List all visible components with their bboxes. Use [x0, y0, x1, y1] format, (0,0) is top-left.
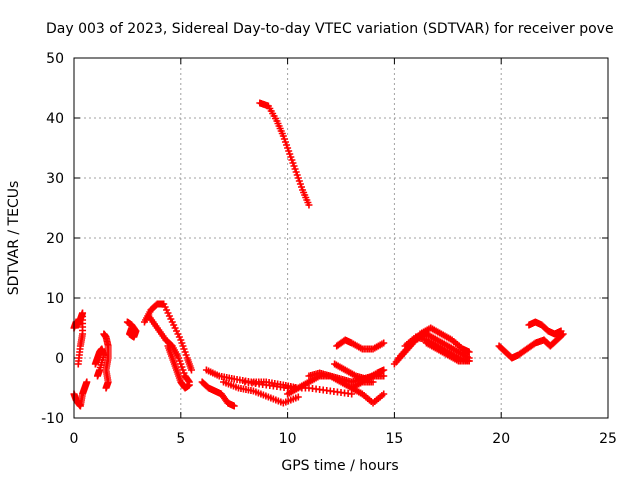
series-t3b [145, 312, 193, 386]
series-t15b [395, 324, 473, 362]
data-point [128, 324, 136, 332]
data-point [558, 331, 566, 339]
y-tick-label: 20 [46, 231, 64, 247]
data-point [380, 339, 388, 347]
data-point [74, 360, 82, 368]
x-tick-label: 10 [279, 431, 297, 447]
series-t7 [220, 378, 302, 407]
y-axis-title: SDTVAR / TECUs [6, 181, 22, 296]
series-t2 [123, 318, 140, 341]
data-point [187, 366, 195, 374]
series-t4 [164, 342, 193, 392]
data-point [305, 201, 313, 209]
y-tick-label: 10 [46, 291, 64, 307]
data-point [380, 372, 388, 380]
series-t3a [140, 300, 195, 374]
x-tick-label: 20 [492, 431, 510, 447]
x-tick-label: 0 [70, 431, 79, 447]
series-t12 [331, 360, 388, 383]
series-t20 [495, 336, 548, 362]
data-point [369, 378, 377, 386]
series-t1b [100, 330, 112, 392]
y-tick-label: 30 [46, 171, 64, 187]
axis-ticks: 0 5 10 15 20 25 -10 0 10 20 30 40 50 [41, 51, 617, 447]
y-tick-label: 40 [46, 111, 64, 127]
series-t0b [70, 378, 91, 410]
data-point [380, 390, 388, 398]
data-point [294, 393, 302, 401]
data-points [70, 99, 567, 410]
grid-lines [74, 58, 608, 418]
series-t0a [70, 309, 87, 368]
y-tick-label: -10 [41, 411, 64, 427]
series-t12b [333, 336, 388, 353]
series-t1a [91, 345, 108, 380]
x-tick-label: 25 [599, 431, 617, 447]
chart-title: Day 003 of 2023, Sidereal Day-to-day VTE… [46, 21, 614, 37]
series-t22 [540, 330, 567, 350]
data-point [185, 381, 193, 389]
data-point [559, 330, 567, 338]
series-t17 [422, 339, 473, 365]
x-tick-label: 5 [176, 431, 185, 447]
plot-frame [73, 57, 609, 419]
x-axis-title: GPS time / hours [281, 458, 398, 474]
data-point [348, 390, 356, 398]
data-point [465, 357, 473, 365]
series-t8high [256, 99, 313, 209]
series-t13 [348, 384, 388, 407]
y-tick-label: 50 [46, 51, 64, 67]
data-point [93, 372, 101, 380]
y-tick-label: 0 [55, 351, 64, 367]
data-point [380, 366, 388, 374]
x-tick-label: 15 [385, 431, 403, 447]
data-point [230, 402, 238, 410]
data-point [102, 384, 110, 392]
series-t21 [525, 318, 565, 338]
data-point [83, 378, 91, 386]
data-point [465, 348, 473, 356]
series-t6a [198, 378, 238, 410]
